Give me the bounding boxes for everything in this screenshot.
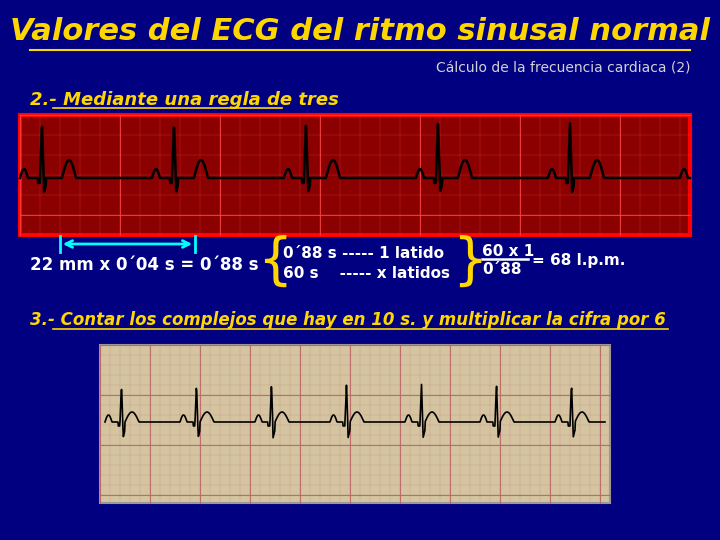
- Text: 3.- Contar los complejos que hay en 10 s. y multiplicar la cifra por 6: 3.- Contar los complejos que hay en 10 s…: [30, 311, 666, 329]
- Text: 60 x 1: 60 x 1: [482, 244, 534, 259]
- Text: 22 mm x 0´04 s = 0´88 s: 22 mm x 0´04 s = 0´88 s: [30, 256, 258, 274]
- Text: 0´88: 0´88: [482, 261, 521, 276]
- Text: }: }: [452, 235, 487, 289]
- Text: 2.- Mediante una regla de tres: 2.- Mediante una regla de tres: [30, 91, 339, 109]
- Text: 0´88 s ----- 1 latido: 0´88 s ----- 1 latido: [283, 246, 444, 260]
- Text: Cálculo de la frecuencia cardiaca (2): Cálculo de la frecuencia cardiaca (2): [436, 61, 690, 75]
- FancyBboxPatch shape: [20, 115, 690, 235]
- Text: = 68 l.p.m.: = 68 l.p.m.: [532, 253, 626, 267]
- FancyBboxPatch shape: [100, 345, 610, 503]
- Text: Valores del ECG del ritmo sinusal normal: Valores del ECG del ritmo sinusal normal: [10, 17, 710, 46]
- Text: 60 s    ----- x latidos: 60 s ----- x latidos: [283, 266, 450, 280]
- Text: {: {: [257, 235, 292, 289]
